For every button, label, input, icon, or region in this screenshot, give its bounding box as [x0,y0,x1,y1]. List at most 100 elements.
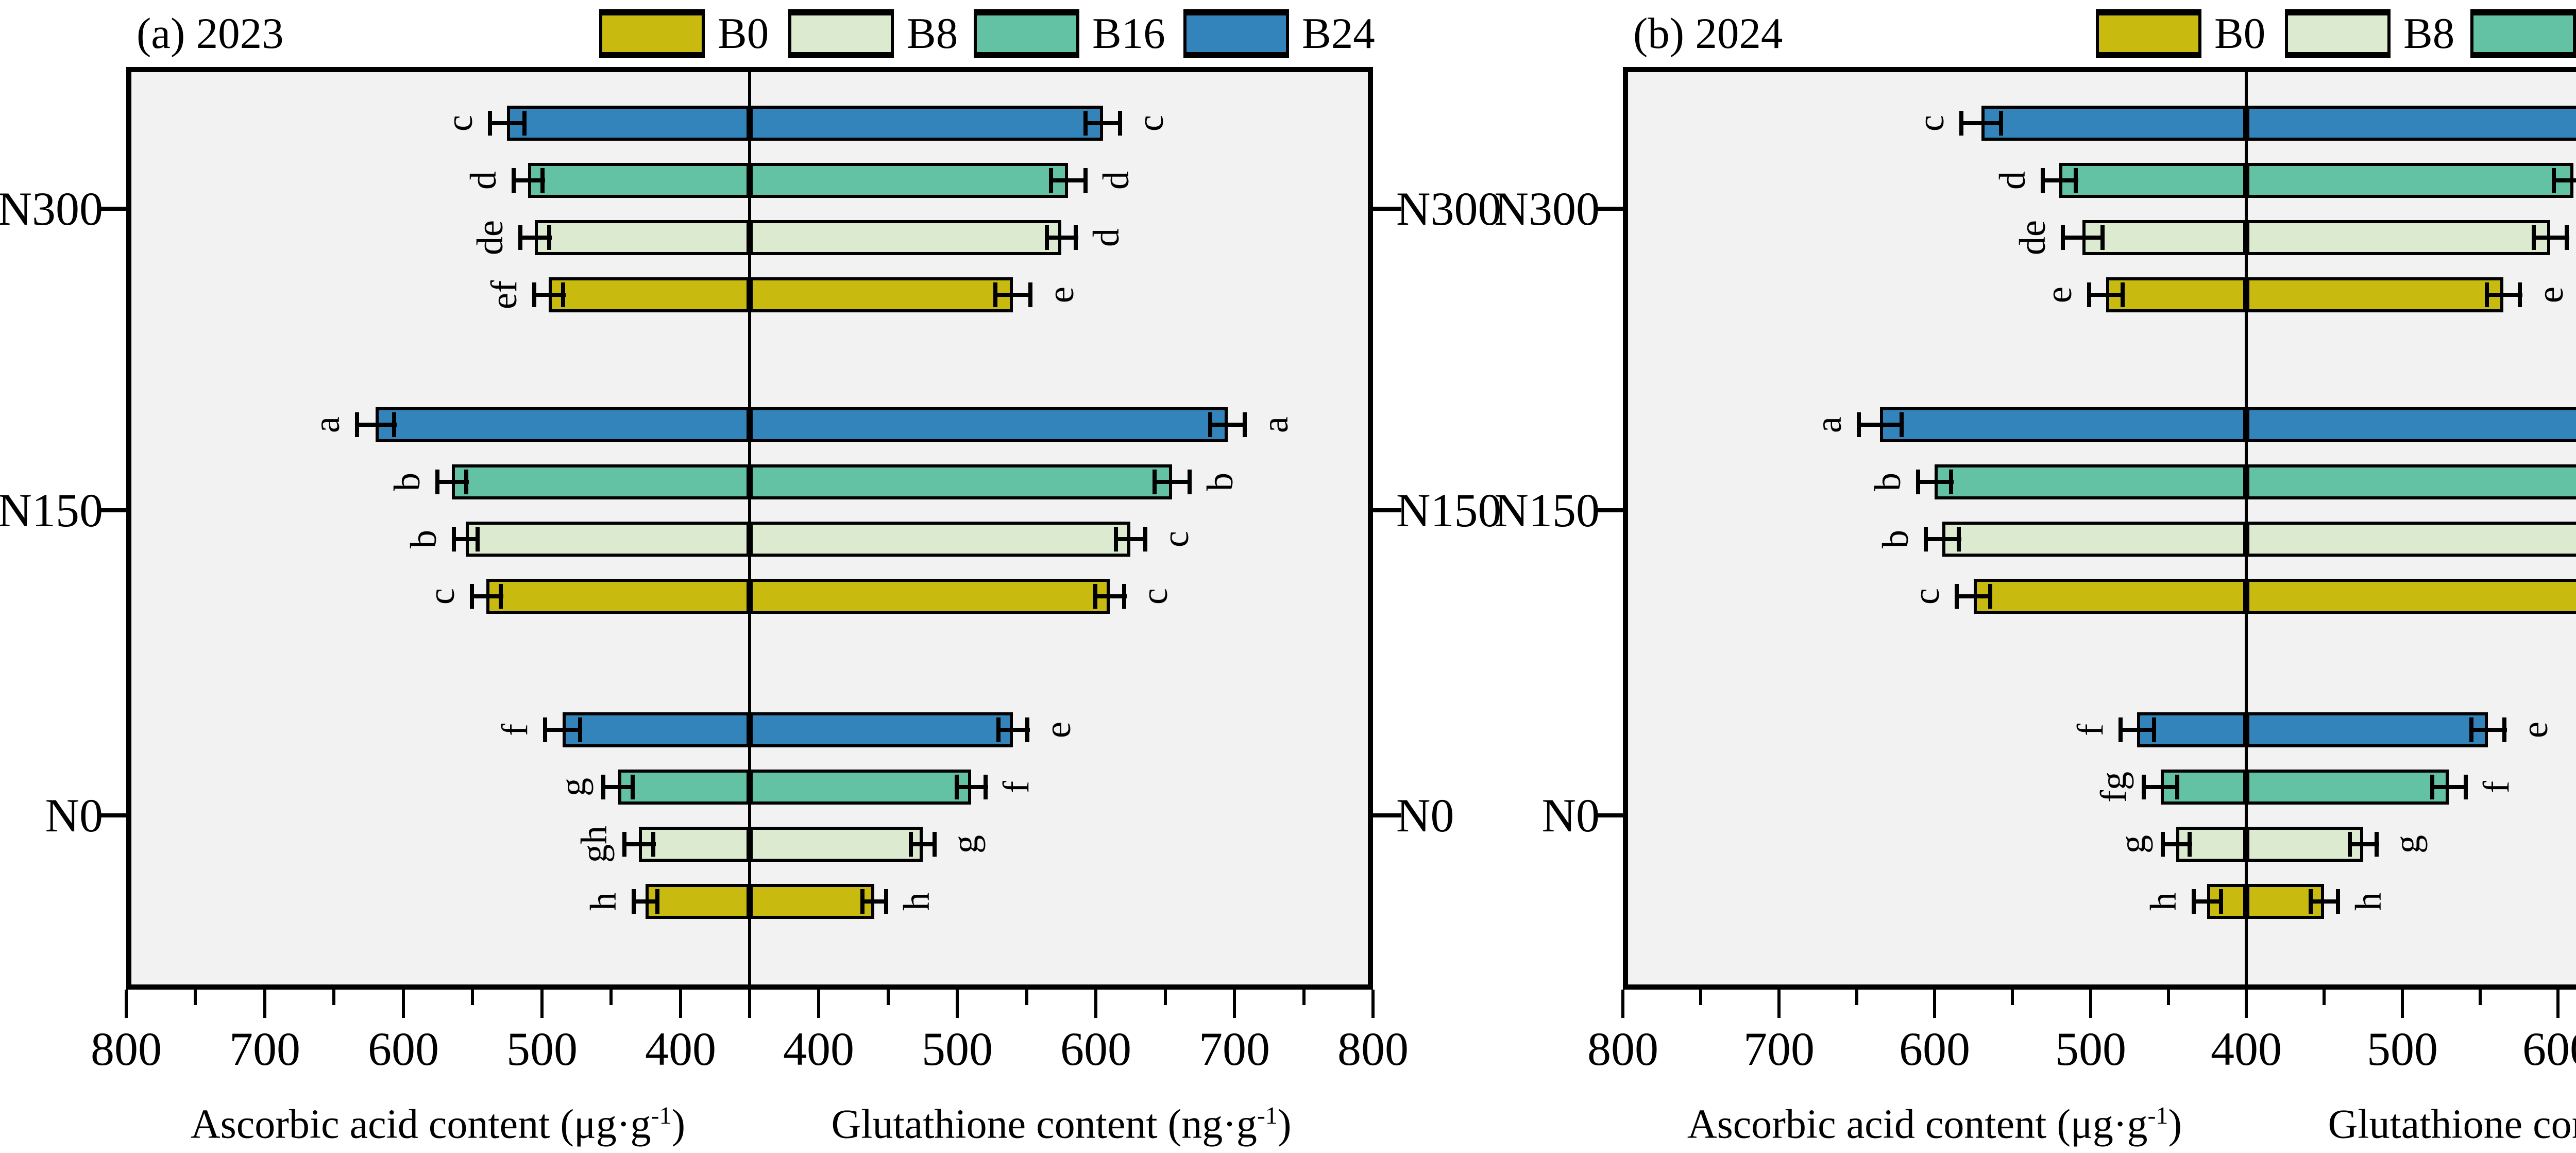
error-cap [2142,775,2146,799]
error-cap [2121,282,2125,307]
error-cap [1924,527,1928,552]
bar-N150-B0-ascorbic [486,579,750,614]
x-tick-label-left-400: 400 [645,1023,716,1075]
x-tick-label-left-800: 800 [1587,1023,1658,1075]
error-cap [1999,111,2003,136]
x-axis-tick [1621,990,1624,1018]
sig-letter-N150-B16-ascorbic: b [1867,473,1908,491]
bar-N150-B24-glutathione [750,407,1228,442]
error-bar-N150-B16-ascorbic [1916,480,1954,484]
error-bar-N0-B0-glutathione [2309,899,2340,904]
x-axis-tick [956,990,959,1018]
y-axis-tick-right-N0 [1373,813,1401,817]
error-cap [1083,111,1088,136]
y-axis-tick-left-N300 [98,207,126,211]
error-bar-N300-B16-glutathione [1049,178,1088,182]
x-axis-title-glutathione-2023: Glutathione content (ng·g-1) [831,1101,1292,1147]
bar-N150-B16-glutathione [2246,464,2576,499]
error-cap [632,889,636,914]
error-cap [1988,584,1992,609]
panel-title-b: (b) 2024 [1633,9,1783,58]
bar-N150-B8-glutathione [2246,522,2576,557]
sig-letter-N0-B8-ascorbic: gh [573,826,615,863]
error-cap [2152,717,2156,742]
error-bar-N300-B16-glutathione [2552,178,2576,182]
error-cap [1188,470,1192,494]
bar-N300-B24-ascorbic [507,106,750,141]
sig-letter-N300-B0-glutathione: e [2530,287,2571,303]
error-cap [1916,470,1920,494]
error-cap [1122,584,1126,609]
x-axis-tick [332,990,335,1005]
error-bar-N300-B0-glutathione [2485,293,2522,297]
bar-N0-B16-ascorbic [618,770,750,805]
error-bar-N300-B8-glutathione [2532,236,2569,240]
x-tick-label-left-400: 400 [2211,1023,2282,1075]
x-axis-tick [2167,990,2170,1005]
x-axis-tick [748,990,751,1018]
bar-N300-B8-ascorbic [2082,220,2246,255]
error-cap [2552,168,2556,193]
error-cap [435,470,439,494]
error-cap [860,889,865,914]
error-bar-N0-B8-ascorbic [622,842,656,846]
group-label-left-N0-a: N0 [45,789,103,842]
legend-swatch-B24-a [1183,9,1289,58]
error-bar-N0-B24-ascorbic [543,728,582,732]
error-cap [2485,282,2489,307]
bar-N0-B24-glutathione [750,712,1013,747]
error-cap [1118,111,1122,136]
x-tick-label-left-500: 500 [2055,1023,2126,1075]
bar-N300-B24-glutathione [2246,106,2576,141]
error-cap [476,527,480,552]
error-cap [1093,584,1097,609]
error-bar-N0-B24-glutathione [2469,728,2507,732]
bar-N300-B24-ascorbic [1981,106,2246,141]
x-tick-label-right-500: 500 [922,1023,993,1075]
x-axis-tick [679,990,682,1018]
sig-letter-N0-B24-glutathione: e [2514,722,2555,738]
bar-N150-B16-ascorbic [452,464,750,499]
x-tick-label-left-600: 600 [368,1023,439,1075]
error-cap [622,832,626,857]
x-axis-tick [1933,990,1936,1018]
error-cap [1955,584,1959,609]
error-bar-N150-B0-glutathione [1093,594,1127,598]
sig-letter-N300-B16-ascorbic: d [463,171,504,190]
error-bar-N300-B8-ascorbic [2061,236,2105,240]
error-cap [933,832,937,857]
sig-letter-N150-B8-ascorbic: b [403,530,444,548]
group-label-left-N0-b: N0 [1541,789,1600,842]
panel-a: 800 700 600 500 400 400 500 600 700 800 N300 N300 c c… [0,67,1501,1075]
error-cap [518,225,522,250]
error-bar-N0-B0-glutathione [860,899,888,904]
x-axis-tick [887,990,890,1005]
panel-b: 800700600500400500600700800N300N300ccdcd… [1495,67,2576,1075]
error-cap [532,282,536,307]
error-cap [355,412,359,437]
error-cap [540,168,545,193]
error-bar-N0-B0-ascorbic [2192,899,2223,904]
error-cap [909,832,913,857]
y-axis-tick-left-N0 [1595,813,1623,817]
error-cap [2192,889,2196,914]
error-bar-N300-B16-ascorbic [512,178,545,182]
x-axis-tick [471,990,474,1005]
error-cap [1153,470,1157,494]
error-cap [2375,832,2379,857]
error-bar-N150-B16-glutathione [1153,480,1191,484]
bar-N300-B8-ascorbic [535,220,750,255]
error-bar-N0-B8-ascorbic [2161,842,2192,846]
sig-letter-N300-B24-ascorbic: c [1910,115,1952,131]
legend-label-B16-a: B16 [1092,9,1165,58]
sig-letter-N300-B16-glutathione: d [1095,171,1137,190]
error-cap [452,527,456,552]
error-cap [543,717,547,742]
sig-letter-N150-B8-glutathione: c [1155,531,1196,547]
x-axis-tick [817,990,820,1018]
error-bar-N150-B16-ascorbic [435,480,469,484]
x-axis-tick [609,990,613,1005]
group-label-left-N300-a: N300 [0,182,103,235]
sig-letter-N0-B16-ascorbic: fg [2093,772,2134,803]
error-bar-N300-B16-ascorbic [2041,178,2078,182]
